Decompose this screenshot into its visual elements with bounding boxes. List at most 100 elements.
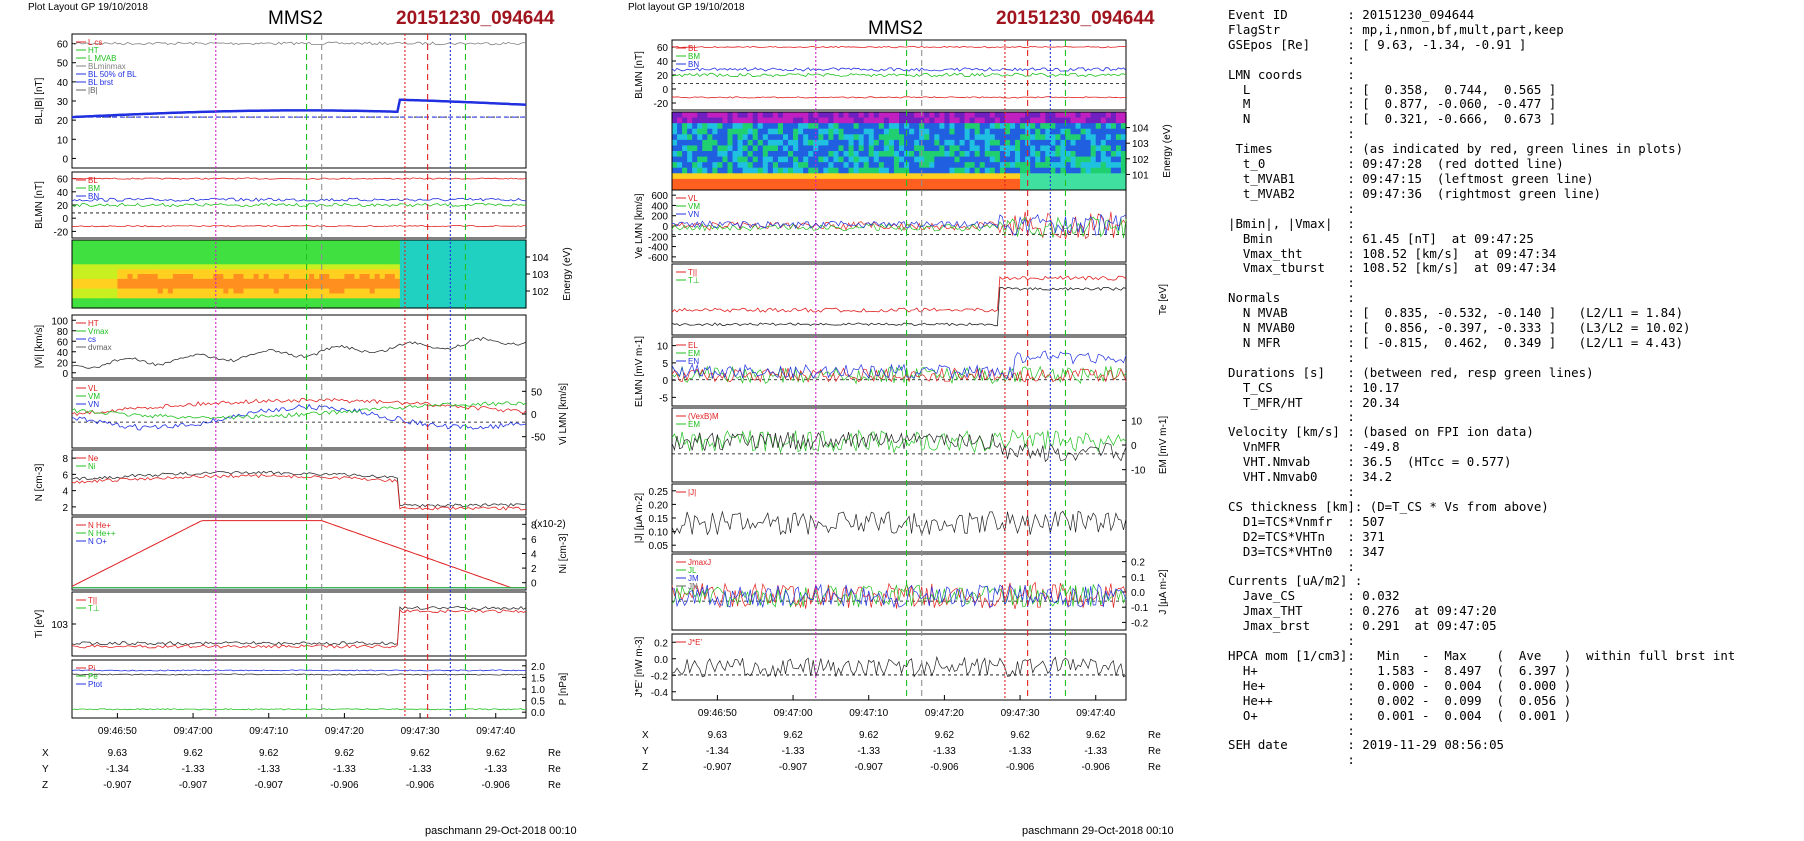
c1-espec-spec-cell	[1020, 151, 1026, 158]
c0-spec-spec-cell	[309, 244, 315, 251]
c1-espec-spec-cell	[1060, 134, 1067, 141]
c1-espec-spec-cell	[1030, 156, 1036, 163]
c1-espec-spec-cell	[828, 112, 835, 119]
c1-espec-spec-cell	[793, 178, 799, 186]
c1-espec-spec-cell	[974, 112, 981, 119]
c1-espec-spec-cell	[863, 145, 870, 152]
c0-spec-spec-cell	[470, 274, 477, 280]
c1-espec-spec-cell	[909, 117, 915, 124]
c0-spec-spec-cell	[420, 288, 426, 295]
c1-espec-spec-cell	[944, 117, 951, 124]
c0-vi-tick-label: 20	[57, 358, 69, 369]
c1-espec-spec-cell	[1105, 145, 1112, 152]
c0-spec-spec-cell	[394, 259, 401, 265]
c1-espec-spec-cell	[929, 139, 935, 147]
c1-espec-spec-cell	[929, 167, 935, 174]
c0-spec-spec-cell	[157, 288, 164, 295]
c1-espec-spec-cell	[853, 112, 860, 119]
c1-espec-spec-cell	[1090, 123, 1097, 130]
c1-espec-spec-cell	[1060, 184, 1067, 191]
c1-espec-spec-cell	[909, 167, 915, 174]
c0-spec-spec-cell	[223, 240, 229, 246]
c1-espec-spec-cell	[687, 173, 693, 180]
c0-spec-spec-cell	[379, 269, 386, 275]
c1-espec-spec-cell	[1115, 162, 1122, 169]
c0-spec-spec-cell	[515, 264, 522, 270]
c1-espec-spec-cell	[1065, 139, 1072, 147]
c0-spec-spec-cell	[132, 283, 139, 290]
c1-espec-spec-cell	[873, 145, 880, 152]
c0-spec-spec-cell	[394, 269, 401, 275]
c0-spec-spec-cell	[117, 278, 124, 285]
c0-spec-spec-cell	[389, 298, 396, 304]
c1-espec-spec-cell	[1065, 156, 1072, 163]
c0-spec-spec-cell	[182, 283, 189, 290]
c1-espec-spec-cell	[1070, 128, 1077, 135]
c0-spec-spec-cell	[177, 293, 184, 299]
c0-spec-spec-cell	[107, 264, 113, 270]
c1-espec-spec-cell	[1090, 156, 1097, 163]
c0-spec-spec-cell	[87, 269, 93, 275]
c1-espec-spec-cell	[782, 173, 789, 180]
c1-espec-spec-cell	[707, 145, 713, 152]
c1-espec-spec-cell	[782, 123, 789, 130]
c1-espec-spec-cell	[818, 123, 824, 130]
c1-espec-spec-cell	[858, 167, 865, 174]
c1-ephem-value: 9.62	[859, 730, 879, 741]
c1-espec-spec-cell	[788, 145, 794, 152]
c1-espec-spec-cell	[954, 162, 961, 169]
c1-espec-spec-cell	[697, 112, 703, 119]
c1-espec-spec-cell	[1100, 117, 1107, 124]
c1-espec-spec-cell	[919, 145, 925, 152]
c1-espec-spec-cell	[909, 112, 915, 119]
c0-spec-spec-cell	[147, 274, 154, 280]
c1-espec-spec-cell	[1040, 156, 1046, 163]
c1-espec-spec-cell	[1009, 139, 1016, 147]
c0-spec-spec-cell	[354, 269, 361, 275]
c0-spec-spec-cell	[213, 298, 219, 304]
c0-spec-spec-cell	[122, 269, 129, 275]
c0-spec-spec-cell	[450, 264, 456, 270]
c0-spec-spec-cell	[77, 254, 83, 261]
c1-espec-spec-cell	[899, 162, 905, 169]
c0-spec-spec-cell	[157, 278, 164, 285]
c0-spec-spec-cell	[203, 240, 209, 246]
c1-espec-spec-cell	[697, 139, 703, 147]
c1-espec-spec-cell	[833, 173, 840, 180]
c1-espec-spec-cell	[687, 167, 693, 174]
c1-espec-spec-cell	[697, 128, 703, 135]
c1-espec-spec-cell	[1090, 151, 1097, 158]
c0-spec-spec-cell	[147, 244, 154, 251]
c1-espec-spec-cell	[818, 134, 824, 141]
summary-line: H+ : 1.583 - 8.497 ( 6.397 )	[1228, 662, 1572, 678]
c1-je-tick-label: 0.2	[654, 638, 668, 649]
c1-espec-spec-cell	[858, 123, 865, 130]
c1-espec-spec-cell	[707, 151, 713, 158]
c1-espec-spec-cell	[1095, 117, 1102, 124]
c0-spec-spec-cell	[450, 288, 456, 295]
c0-spec-spec-cell	[92, 259, 98, 265]
c0-spec-spec-cell	[505, 254, 512, 261]
c0-spec-spec-cell	[228, 240, 235, 246]
c1-espec-spec-cell	[944, 156, 951, 163]
c0-spec-spec-cell	[258, 254, 265, 261]
c0-spec-spec-cell	[349, 244, 356, 251]
c1-espec-spec-cell	[853, 123, 860, 130]
c0-spec-spec-cell	[137, 240, 144, 246]
c1-espec-spec-cell	[672, 123, 678, 130]
c1-espec-spec-cell	[1045, 156, 1051, 163]
c1-espec-spec-cell	[1070, 178, 1077, 186]
c1-em-legend-label: (VexB)M	[688, 412, 719, 421]
c1-espec-spec-cell	[994, 184, 1001, 191]
c1-espec-spec-cell	[712, 128, 718, 135]
summary-line: Currents [uA/m2] :	[1228, 573, 1363, 589]
c0-p-tick-label: 0.0	[531, 708, 545, 719]
c1-espec-spec-cell	[979, 167, 986, 174]
c0-spec-spec-cell	[475, 240, 482, 246]
c0-spec-spec-cell	[329, 298, 335, 304]
c0-spec-spec-cell	[147, 283, 154, 290]
c0-spec-spec-cell	[389, 259, 396, 265]
c1-ephem-value: -0.906	[1006, 762, 1035, 773]
c0-spec-spec-cell	[404, 254, 411, 261]
c0-spec-spec-cell	[203, 293, 209, 299]
